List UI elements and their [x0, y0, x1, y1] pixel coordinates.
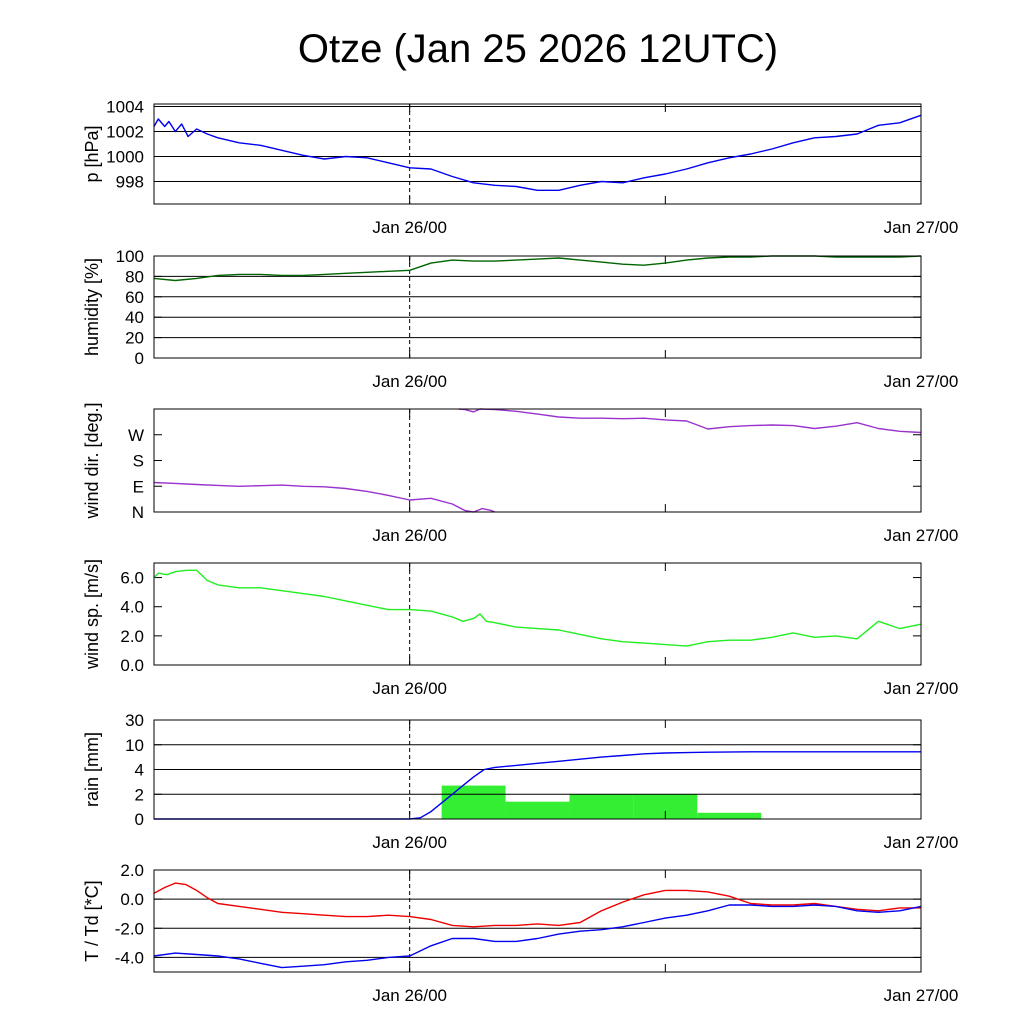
- y-tick-label: 2: [135, 785, 144, 804]
- x-tick-label: Jan 27/00: [884, 218, 959, 237]
- x-tick-label: Jan 26/00: [372, 679, 447, 698]
- panel-frame: [153, 869, 922, 973]
- series-line-pressure: [153, 114, 922, 191]
- x-tick-label: Jan 27/00: [884, 372, 959, 391]
- y-tick-label: N: [132, 503, 144, 522]
- panel-frame: [153, 103, 922, 205]
- y-tick-label: 1004: [106, 98, 144, 117]
- panel-pressure: 998 1000 1002 1004 Jan 26/00 Jan 27/00 p [hPa]: [82, 98, 958, 238]
- y-tick-label: 0.0: [120, 656, 144, 675]
- y-axis-label: wind dir. [deg.]: [82, 402, 102, 519]
- rain-bar: [569, 794, 634, 819]
- y-tick-label: 6.0: [120, 569, 144, 588]
- panel-rain: 0 2 4 10 30 Jan 26/00 Jan 27/00 rain [mm]: [82, 711, 958, 852]
- y-tick-label: 1000: [106, 148, 144, 167]
- x-tick-label: Jan 26/00: [372, 372, 447, 391]
- y-tick-label: S: [133, 452, 144, 471]
- y-tick-label: 4.0: [120, 598, 144, 617]
- panel-frame: [153, 719, 922, 820]
- x-tick-label: Jan 26/00: [372, 526, 447, 545]
- panel-frame: [153, 408, 922, 513]
- y-tick-label: 2.0: [120, 861, 144, 880]
- series-line-wind-direction-late: [458, 408, 922, 434]
- y-axis-label: rain [mm]: [82, 732, 102, 807]
- rain-bar: [697, 812, 762, 819]
- y-tick-label: 0: [135, 349, 144, 368]
- y-axis-label: humidity [%]: [82, 258, 102, 356]
- y-tick-label: 20: [125, 329, 144, 348]
- y-tick-label: 2.0: [120, 627, 144, 646]
- panel-frame: [153, 562, 922, 666]
- x-tick-label: Jan 27/00: [884, 833, 959, 852]
- x-tick-label: Jan 27/00: [884, 679, 959, 698]
- panel-wind_speed: 0.0 2.0 4.0 6.0 Jan 26/00 Jan 27/00 wind sp. […: [82, 559, 958, 698]
- series-line-accumulated-rain: [154, 751, 921, 820]
- x-tick-label: Jan 27/00: [884, 986, 959, 1005]
- y-tick-label: -2.0: [115, 919, 144, 938]
- y-tick-label: -4.0: [115, 948, 144, 967]
- y-tick-label: E: [133, 477, 144, 496]
- y-tick-label: 10: [125, 736, 144, 755]
- series-line-wind-speed: [153, 569, 922, 647]
- series-line-t: [153, 882, 921, 928]
- y-tick-label: 60: [125, 288, 144, 307]
- y-axis-label: p [hPa]: [82, 125, 102, 182]
- y-axis-label: T / Td [*C]: [82, 880, 102, 961]
- x-tick-label: Jan 27/00: [884, 526, 959, 545]
- x-tick-label: Jan 26/00: [372, 218, 447, 237]
- rain-bar: [505, 801, 570, 819]
- y-tick-label: 1002: [106, 123, 144, 142]
- chart-title: Otze (Jan 25 2026 12UTC): [298, 27, 778, 71]
- x-tick-label: Jan 26/00: [372, 986, 447, 1005]
- y-tick-label: W: [128, 426, 144, 445]
- y-tick-label: 80: [125, 267, 144, 286]
- y-axis-label: wind sp. [m/s]: [82, 559, 102, 670]
- y-tick-label: 40: [125, 308, 144, 327]
- y-tick-label: 0: [135, 810, 144, 829]
- y-tick-label: 4: [135, 761, 144, 780]
- x-tick-label: Jan 26/00: [372, 833, 447, 852]
- y-tick-label: 0.0: [120, 890, 144, 909]
- panel-frame: [153, 255, 922, 359]
- series-line-wind-direction-early: [153, 481, 496, 513]
- panel-temperature: -4.0 -2.0 0.0 2.0 Jan 26/00 Jan 27/00 T / Td […: [82, 861, 958, 1005]
- y-tick-label: 30: [125, 711, 144, 730]
- series-line-td: [153, 904, 922, 969]
- rain-bar: [441, 785, 506, 819]
- y-tick-label: 100: [116, 247, 144, 266]
- y-tick-label: 998: [116, 173, 144, 192]
